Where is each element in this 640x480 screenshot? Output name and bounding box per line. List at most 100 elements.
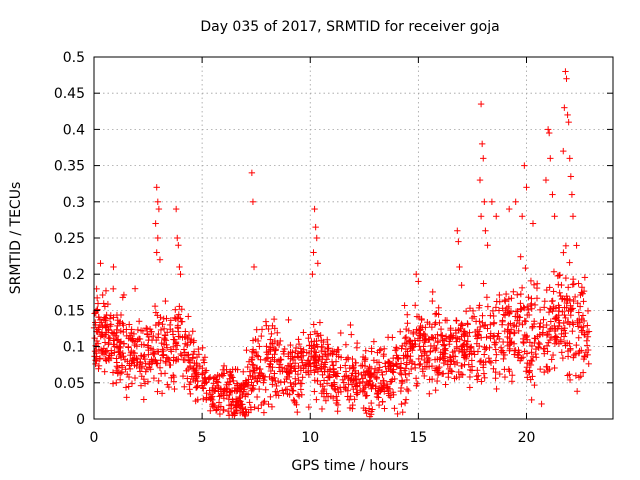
data-point (395, 355, 402, 362)
data-point (272, 377, 279, 385)
data-point (175, 311, 182, 318)
data-point (183, 341, 191, 349)
data-point (292, 380, 299, 388)
data-point (561, 304, 568, 311)
data-point (156, 364, 164, 371)
data-point (272, 388, 279, 395)
data-point (323, 390, 330, 397)
data-point (577, 373, 584, 380)
data-point (364, 380, 372, 387)
data-point (95, 314, 102, 321)
data-point (98, 319, 105, 326)
data-point (140, 396, 147, 403)
data-point (263, 349, 270, 356)
data-point (389, 334, 396, 341)
data-point (495, 330, 502, 337)
data-point (558, 281, 565, 289)
data-point (253, 393, 261, 401)
data-point (385, 385, 392, 393)
data-point (118, 368, 126, 376)
data-point (547, 333, 555, 341)
data-point (199, 344, 206, 352)
data-point (99, 291, 106, 299)
data-point (453, 373, 460, 381)
data-point (498, 347, 506, 354)
data-point (508, 338, 515, 346)
data-point (337, 329, 344, 337)
data-point (277, 379, 285, 386)
data-point (295, 336, 302, 343)
data-point (261, 398, 268, 405)
y-tick-label: 0.5 (63, 50, 85, 66)
data-point (476, 358, 484, 366)
data-point (539, 330, 546, 338)
data-point (134, 336, 141, 344)
data-point (544, 348, 551, 355)
data-point (558, 325, 565, 333)
data-point (131, 341, 138, 349)
data-point (192, 384, 200, 391)
data-point (330, 365, 337, 373)
data-point (311, 205, 318, 213)
data-point (125, 344, 132, 351)
data-point (428, 362, 436, 370)
data-point (248, 379, 255, 386)
data-point (277, 356, 285, 364)
data-point (370, 357, 378, 364)
data-point (320, 393, 328, 400)
data-point (153, 359, 160, 367)
data-point (320, 377, 328, 384)
data-point (407, 365, 415, 373)
data-point (466, 384, 474, 391)
data-point (528, 300, 535, 308)
data-point (486, 358, 493, 365)
data-point (255, 353, 262, 360)
data-point (177, 271, 184, 278)
data-point (525, 311, 533, 319)
data-point (421, 330, 428, 338)
data-point (375, 401, 383, 409)
data-point (493, 213, 500, 220)
data-point (153, 184, 160, 191)
data-point (392, 347, 399, 354)
data-point (307, 331, 314, 338)
data-point (350, 364, 357, 371)
data-point (530, 318, 538, 325)
data-point (203, 389, 210, 397)
data-point (455, 347, 463, 355)
data-point (134, 326, 142, 334)
data-point (182, 328, 189, 335)
data-point (526, 359, 533, 367)
data-point (113, 343, 121, 350)
data-point (305, 371, 313, 378)
data-point (236, 409, 244, 417)
data-point (109, 369, 117, 376)
data-point (155, 348, 162, 356)
data-point (95, 346, 103, 354)
data-point (437, 332, 445, 340)
data-point (209, 386, 216, 394)
data-point (290, 396, 297, 404)
data-point (280, 390, 287, 397)
data-point (431, 356, 439, 363)
data-point (529, 324, 536, 332)
data-point (527, 277, 535, 285)
tick-labels: 0 0.05 0.1 0.15 0.2 0.25 0.3 0.35 0.4 0.45 0.5 0 5 10… (54, 50, 536, 446)
data-point (322, 359, 329, 366)
data-point (556, 289, 563, 296)
data-point (369, 382, 376, 389)
data-point (522, 264, 529, 272)
data-point (417, 322, 424, 330)
data-point (572, 372, 580, 379)
data-point (249, 361, 256, 368)
data-point (565, 284, 572, 291)
y-tick-label: 0.4 (63, 122, 85, 138)
data-point (237, 403, 244, 411)
data-point (283, 375, 290, 383)
data-point (502, 298, 509, 305)
data-point (514, 291, 521, 299)
data-point (152, 357, 159, 364)
data-point (101, 368, 108, 375)
data-point (489, 333, 497, 340)
data-point (536, 340, 543, 348)
